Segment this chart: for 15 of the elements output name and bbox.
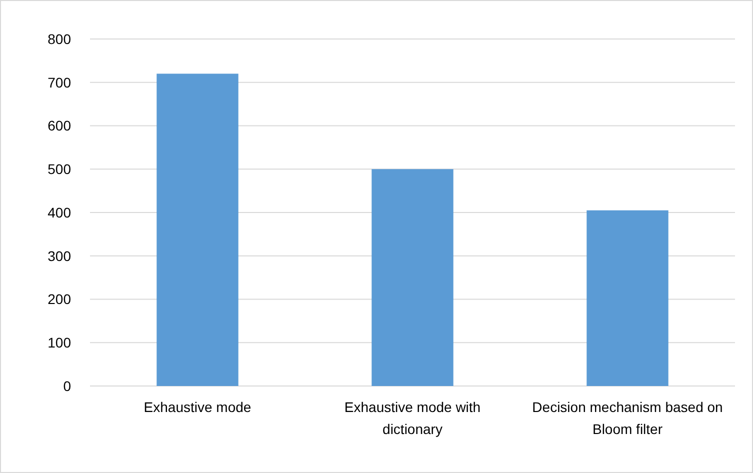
bar [156,74,238,386]
y-tick-label: 100 [48,334,72,351]
y-tick-label: 700 [48,74,72,90]
bar [372,169,454,386]
y-tick-label: 400 [48,204,72,220]
y-tick-label: 0 [63,378,72,394]
y-tick-label: 200 [48,291,72,308]
y-tick-label: 300 [48,248,72,264]
x-tick-label: Exhaustive mode with dictionary [344,399,481,437]
y-tick-label: 600 [48,118,72,134]
y-tick-label: 500 [48,161,72,178]
y-tick-label: 800 [48,30,72,47]
x-tick-label: Decision mechanism based on Bloom filter [532,399,723,437]
x-tick-label: Exhaustive mode [144,399,252,415]
bar [586,210,668,386]
